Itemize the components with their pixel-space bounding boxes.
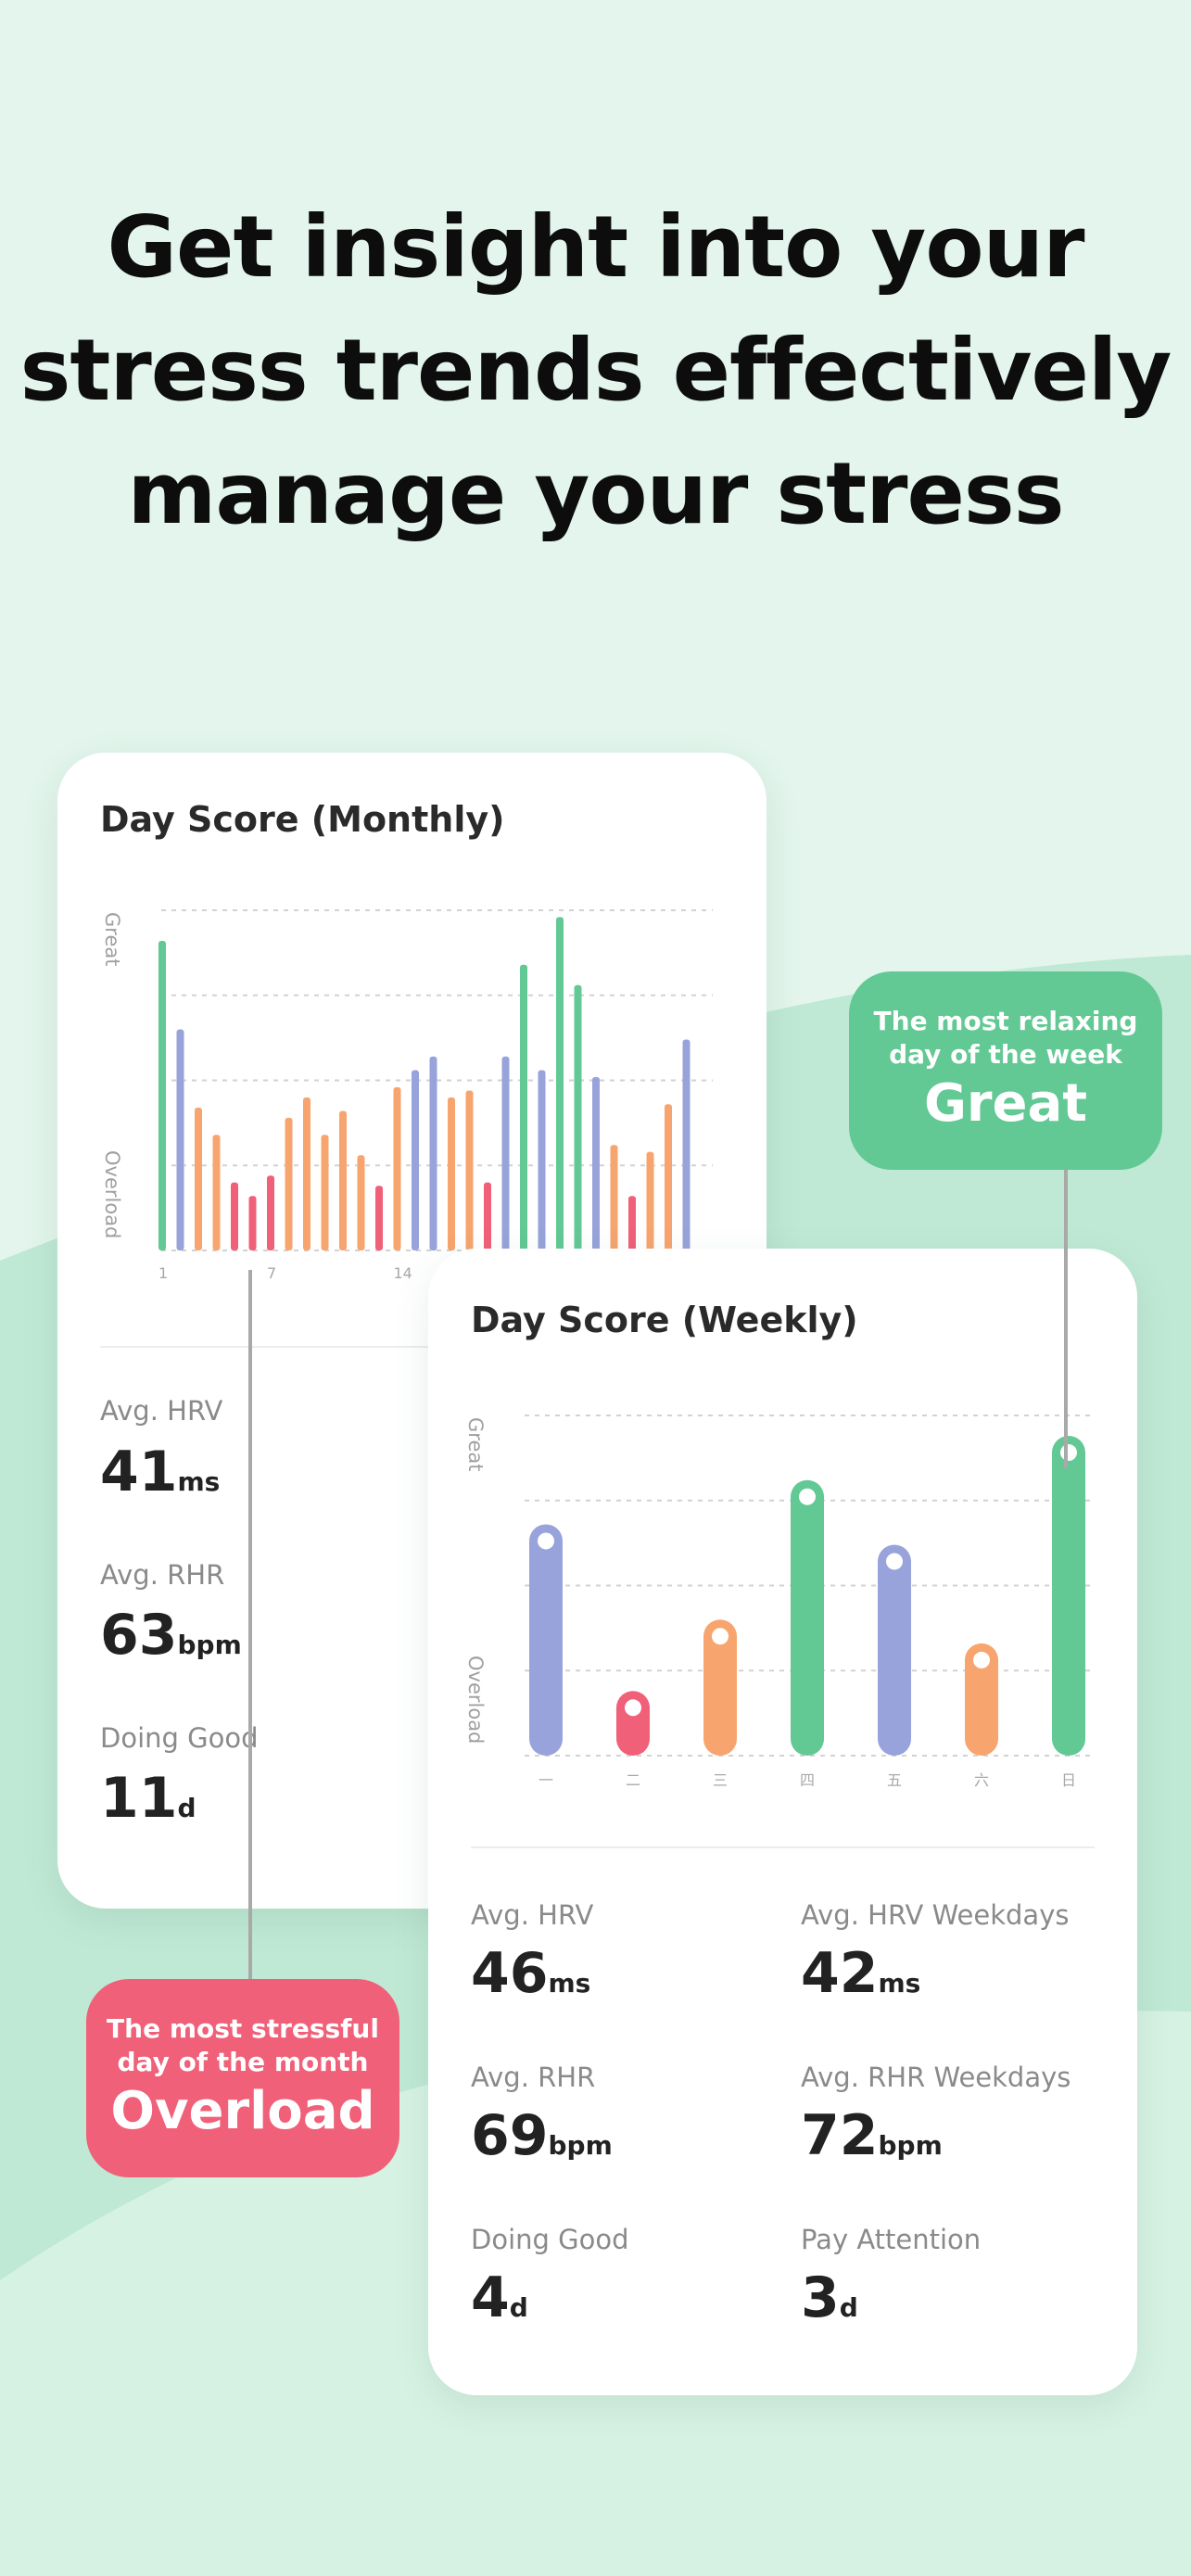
weekly-x-tick-label: 三 [713, 1771, 728, 1789]
weekly-bar [965, 1643, 998, 1756]
monthly-bar [484, 1182, 491, 1250]
monthly-hrv-value: 41ms [100, 1440, 221, 1504]
monthly-bar [375, 1186, 383, 1250]
weekly-bar [878, 1544, 911, 1756]
headline-line-1: Get insight into your [107, 197, 1085, 297]
weekly-x-tick-label: 五 [887, 1771, 902, 1789]
great-callout-value: Great [923, 1073, 1088, 1134]
monthly-bar [538, 1070, 546, 1250]
weekly-bar-dot [799, 1488, 816, 1505]
headline-line-2: stress trends effectively [19, 321, 1172, 420]
weekly-bar-dot [625, 1699, 641, 1717]
monthly-x-tick-label: 1 [158, 1264, 168, 1282]
weekly-bar [1052, 1436, 1085, 1756]
most-stressful-day-callout: The most stressful day of the month Over… [86, 1979, 399, 2177]
weekly-hrv-weekdays-value: 42ms [801, 1941, 921, 2006]
monthly-bar [231, 1182, 238, 1250]
monthly-bar [285, 1117, 293, 1250]
weekly-x-tick-label: 六 [974, 1771, 989, 1789]
monthly-bar [682, 1039, 691, 1250]
monthly-rhr-label: Avg. RHR [100, 1559, 225, 1591]
weekly-rhr-weekdays-value: 72bpm [801, 2103, 943, 2168]
monthly-bar [448, 1097, 455, 1250]
weekly-hrv-weekdays-label: Avg. HRV Weekdays [801, 1899, 1070, 1931]
monthly-bar [429, 1056, 437, 1250]
headline-line-3: manage your stress [127, 444, 1065, 543]
weekly-score-card: Day Score (Weekly) Great Overload 一二三四五六日 … [428, 1249, 1137, 2395]
monthly-bar [158, 941, 166, 1250]
monthly-bar [556, 917, 564, 1250]
monthly-axis-overload: Overload [101, 1150, 123, 1238]
monthly-bar [665, 1104, 672, 1250]
weekly-bar-dot [886, 1553, 903, 1570]
monthly-bar [646, 1151, 654, 1250]
monthly-bar [592, 1076, 600, 1250]
most-relaxing-day-callout: The most relaxing day of the week Great [849, 971, 1162, 1170]
headline: Get insight into your stress trends effe… [0, 185, 1191, 555]
weekly-doing-good-label: Doing Good [471, 2224, 629, 2255]
great-callout-line-2: day of the week [889, 1039, 1122, 1070]
weekly-pay-attention-label: Pay Attention [801, 2224, 982, 2255]
monthly-bar [339, 1110, 347, 1250]
overload-callout-line-1: The most stressful [107, 2013, 379, 2044]
weekly-rhr-label: Avg. RHR [471, 2062, 596, 2093]
weekly-x-tick-label: 二 [626, 1771, 640, 1789]
weekly-bar-dot [712, 1628, 729, 1645]
weekly-doing-good-value: 4d [471, 2265, 528, 2330]
weekly-axis-great: Great [464, 1417, 487, 1471]
monthly-rhr-value: 63bpm [100, 1603, 242, 1668]
monthly-bar [321, 1135, 329, 1250]
monthly-card-title: Day Score (Monthly) [100, 799, 505, 840]
monthly-x-tick-label: 7 [267, 1264, 276, 1282]
monthly-bar [393, 1086, 401, 1250]
monthly-doing-good-label: Doing Good [100, 1722, 259, 1754]
weekly-bar-dot [538, 1532, 554, 1550]
weekly-hrv-label: Avg. HRV [471, 1899, 594, 1931]
monthly-bar [574, 984, 582, 1250]
monthly-bar [267, 1175, 274, 1250]
monthly-bar [465, 1090, 474, 1250]
monthly-x-tick-label: 14 [394, 1264, 412, 1282]
monthly-bar [412, 1070, 419, 1250]
monthly-bar [628, 1196, 636, 1250]
monthly-bar [501, 1056, 510, 1250]
weekly-pay-attention-value: 3d [801, 2265, 858, 2330]
weekly-x-tick-label: 一 [538, 1771, 553, 1789]
weekly-x-tick-label: 日 [1061, 1771, 1076, 1789]
monthly-doing-good-value: 11d [100, 1766, 196, 1831]
weekly-hrv-value: 46ms [471, 1941, 591, 2006]
monthly-bar [195, 1107, 202, 1250]
weekly-card-title: Day Score (Weekly) [471, 1300, 858, 1340]
monthly-bar [176, 1029, 184, 1250]
monthly-bar [357, 1155, 365, 1250]
weekly-bar-chart: Great Overload 一 二 三 四 五 六 日 [464, 1415, 1096, 1789]
weekly-divider [471, 1846, 1095, 1848]
weekly-bar [529, 1524, 563, 1756]
weekly-bar [791, 1479, 824, 1756]
weekly-rhr-value: 69bpm [471, 2103, 613, 2168]
weekly-bar-dot [1060, 1444, 1077, 1462]
monthly-axis-great: Great [101, 912, 123, 966]
weekly-x-tick-label: 四 [800, 1771, 815, 1789]
monthly-bar [520, 964, 527, 1250]
monthly-bar-chart: Great Overload 1 7 14 [101, 909, 713, 1282]
monthly-bar [248, 1196, 257, 1250]
weekly-bar-dot [973, 1651, 990, 1669]
monthly-bar [303, 1097, 310, 1250]
monthly-bar [610, 1145, 618, 1250]
weekly-axis-overload: Overload [464, 1656, 487, 1744]
great-callout-line-1: The most relaxing [873, 1006, 1138, 1036]
weekly-bar [616, 1691, 650, 1756]
monthly-hrv-label: Avg. HRV [100, 1395, 223, 1427]
overload-callout-value: Overload [110, 2081, 375, 2141]
great-connector-line [1064, 1170, 1068, 1468]
overload-connector-line [248, 1270, 252, 1979]
overload-callout-line-2: day of the month [117, 2047, 369, 2077]
monthly-bar [212, 1135, 221, 1250]
weekly-rhr-weekdays-label: Avg. RHR Weekdays [801, 2062, 1071, 2093]
weekly-bar [703, 1619, 737, 1756]
